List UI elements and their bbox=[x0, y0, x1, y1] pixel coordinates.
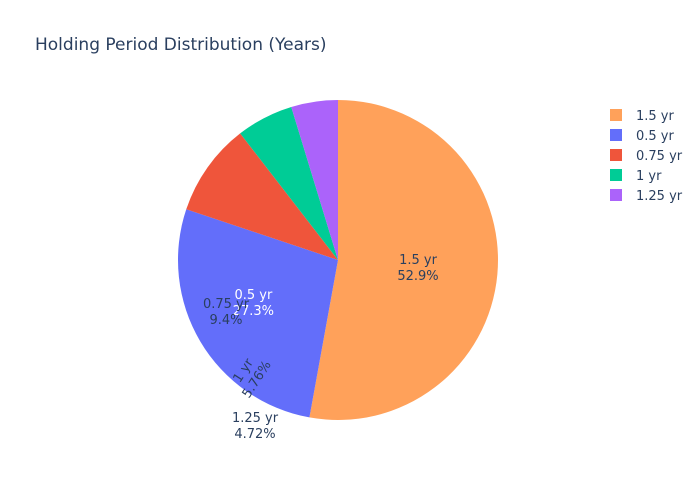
slice-label-percent: 52.9% bbox=[397, 269, 438, 284]
legend-swatch bbox=[610, 149, 622, 161]
legend-item-0_75-yr[interactable]: 0.75 yr bbox=[610, 149, 683, 164]
legend: 1.5 yr 0.5 yr 0.75 yr 1 yr 1.25 yr bbox=[610, 109, 683, 204]
slice-label-1_25-yr: 1.25 yr4.72% bbox=[232, 411, 279, 442]
legend-item-1-yr[interactable]: 1 yr bbox=[610, 169, 662, 184]
pie-slice-1_5-yr[interactable] bbox=[309, 100, 498, 420]
legend-swatch bbox=[610, 109, 622, 121]
slice-label-name: 1.5 yr bbox=[399, 253, 438, 268]
slice-label-percent: 27.3% bbox=[233, 304, 274, 319]
pie-slice-1_25-yr[interactable] bbox=[291, 100, 338, 260]
slice-label-percent: 4.72% bbox=[234, 427, 275, 442]
pie-slice-0_5-yr[interactable] bbox=[178, 209, 338, 418]
legend-item-1_5-yr[interactable]: 1.5 yr bbox=[610, 109, 675, 124]
legend-swatch bbox=[610, 129, 622, 141]
legend-label: 1.5 yr bbox=[636, 109, 675, 124]
legend-item-1_25-yr[interactable]: 1.25 yr bbox=[610, 189, 683, 204]
legend-swatch bbox=[610, 169, 622, 181]
pie-slice-1-yr[interactable] bbox=[240, 106, 338, 260]
legend-item-0_5-yr[interactable]: 0.5 yr bbox=[610, 129, 675, 144]
legend-label: 1 yr bbox=[636, 169, 662, 184]
slice-label-name: 0.75 yr bbox=[203, 297, 250, 312]
slice-label-name: 0.5 yr bbox=[234, 288, 273, 303]
legend-swatch bbox=[610, 189, 622, 201]
slice-label-0_75-yr: 0.75 yr9.4% bbox=[203, 297, 250, 328]
legend-label: 1.25 yr bbox=[636, 189, 683, 204]
chart-title: Holding Period Distribution (Years) bbox=[35, 35, 327, 55]
pie-slices bbox=[178, 100, 498, 420]
pie-slice-0_75-yr[interactable] bbox=[186, 133, 338, 260]
legend-label: 0.75 yr bbox=[636, 149, 683, 164]
slice-label-name: 1.25 yr bbox=[232, 411, 279, 426]
slice-label-percent: 9.4% bbox=[209, 313, 242, 328]
legend-label: 0.5 yr bbox=[636, 129, 675, 144]
